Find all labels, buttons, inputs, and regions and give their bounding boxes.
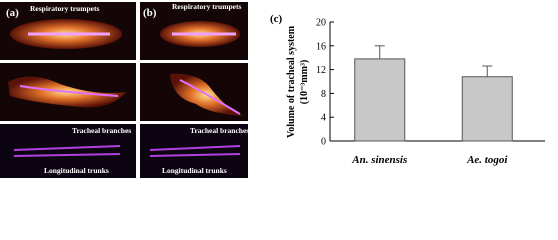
annotation: Longitudinal trunks — [162, 166, 227, 175]
panel-label: (c) — [270, 13, 283, 25]
trachea — [179, 79, 241, 115]
panel-label: (b) — [143, 7, 157, 19]
annotation: Tracheal branches — [190, 126, 249, 135]
y-tick-label: 8 — [321, 89, 326, 100]
x-tick-label: Ae. togoi — [466, 154, 508, 166]
y-tick-label: 20 — [316, 18, 326, 29]
micrograph — [0, 124, 136, 178]
trachea — [149, 145, 241, 157]
x-tick-label: An. sinensis — [351, 154, 407, 166]
y-tick-label: 12 — [316, 65, 326, 76]
panel-a: (a) Respiratory trumpets Tracheal branch… — [0, 2, 136, 178]
annotation: Tracheal branches — [72, 126, 131, 135]
bar — [461, 76, 513, 142]
y-tick-label: 4 — [321, 113, 326, 124]
bar — [354, 58, 406, 142]
figure: (a) Respiratory trumpets Tracheal branch… — [0, 2, 545, 178]
bar-chart: (c) Volume of tracheal system (10⁻³mm³) … — [270, 13, 545, 166]
y-tick-label: 16 — [316, 41, 326, 52]
annotation: Respiratory trumpets — [172, 2, 241, 11]
panel-label: (a) — [6, 7, 19, 19]
panel-b: (b) Respiratory trumpets Tracheal branch… — [140, 2, 249, 178]
y-axis-label: Volume of tracheal system — [286, 25, 297, 138]
trachea — [13, 145, 121, 157]
y-tick-label: 0 — [321, 137, 326, 148]
micrograph — [140, 124, 248, 178]
trachea — [19, 85, 119, 97]
y-axis-label: (10⁻³mm³) — [299, 60, 310, 105]
annotation: Respiratory trumpets — [30, 4, 99, 13]
annotation: Longitudinal trunks — [44, 166, 109, 175]
